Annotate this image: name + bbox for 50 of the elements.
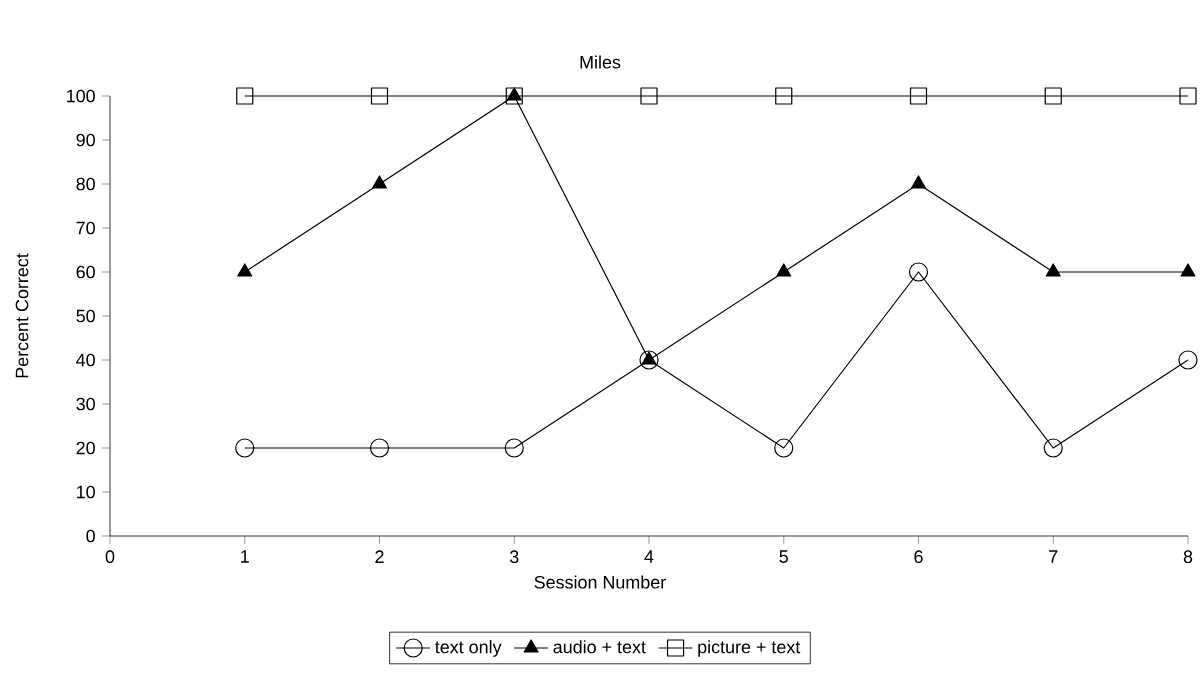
y-tick-label: 70: [76, 221, 95, 235]
point: [1180, 263, 1196, 277]
x-tick-label: 5: [779, 550, 788, 563]
point: [236, 87, 254, 105]
point: [775, 87, 793, 105]
point: [1179, 87, 1197, 105]
x-tick-label: 8: [1183, 550, 1193, 564]
x-tick-label: 0: [105, 550, 115, 564]
point: [908, 262, 929, 282]
point: [235, 438, 255, 458]
y-tick-label: 10: [77, 485, 95, 499]
y-tick-label: 80: [76, 177, 95, 191]
y-tick-label: 60: [76, 265, 95, 279]
y-tick-label: 50: [76, 309, 95, 323]
point: [776, 263, 792, 277]
point: [1044, 87, 1062, 105]
y-tick-label: 20: [76, 441, 95, 455]
point: [505, 87, 523, 105]
point: [1045, 263, 1061, 277]
point: [369, 438, 390, 458]
x-tick-label: 2: [375, 550, 384, 563]
legend-label: audio + text: [553, 640, 646, 654]
y-tick-label: 0: [86, 529, 95, 543]
legend-label: text only: [435, 640, 502, 657]
point: [910, 175, 927, 189]
point: [909, 87, 928, 105]
point: [641, 351, 657, 365]
chart-title: Miles: [580, 55, 621, 69]
y-tick-label: 100: [67, 89, 95, 103]
point: [504, 438, 524, 458]
point: [370, 87, 389, 105]
x-axis-title: Session Number: [534, 575, 666, 589]
point: [237, 263, 253, 277]
point: [774, 438, 794, 458]
x-tick-label: 7: [1049, 550, 1058, 563]
point: [1043, 438, 1063, 458]
point: [371, 175, 388, 189]
x-tick-label: 1: [241, 550, 249, 563]
y-tick-label: 30: [76, 397, 95, 411]
y-axis-title: Percent Correct: [15, 253, 29, 378]
point: [1178, 350, 1198, 370]
point: [639, 350, 659, 370]
y-tick-label: 40: [76, 353, 95, 367]
x-tick-label: 4: [644, 550, 654, 563]
point: [640, 87, 658, 105]
y-tick-label: 90: [76, 133, 95, 147]
x-tick-label: 3: [509, 550, 519, 564]
legend-label: picture + text: [698, 640, 801, 657]
x-tick-label: 6: [914, 550, 923, 564]
point: [506, 87, 522, 101]
